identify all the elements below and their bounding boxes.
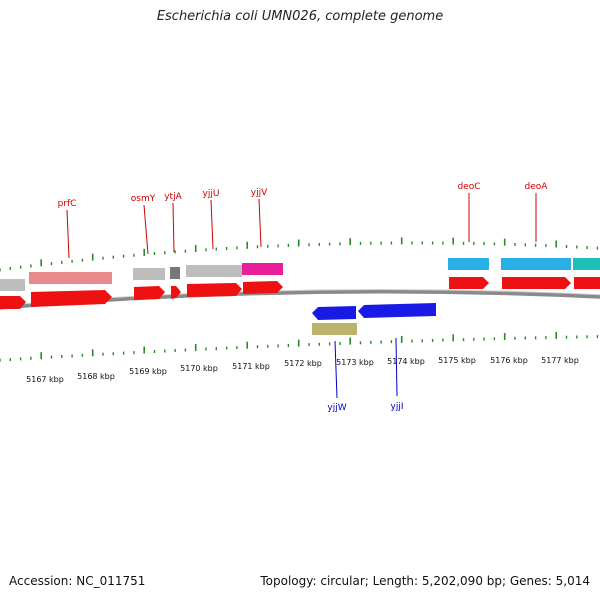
cds-arrow-yjjU[interactable] <box>187 283 242 297</box>
scale-label: 5170 kbp <box>180 364 218 373</box>
map-title: Escherichia coli UMN026, complete genome <box>156 9 444 24</box>
scale-label: 5174 kbp <box>387 357 425 366</box>
accession-label: Accession: NC_011751 <box>9 574 146 588</box>
genome-summary: Topology: circular; Length: 5,202,090 bp… <box>260 574 590 588</box>
gene-block-ytjA[interactable] <box>170 267 180 279</box>
cds-arrow-yjjI[interactable] <box>358 303 436 318</box>
gene-block-teal[interactable] <box>573 258 600 270</box>
gene-label-yjjV[interactable]: yjjV <box>251 188 268 198</box>
scale-label: 5177 kbp <box>541 356 579 365</box>
gene-block-deoA[interactable] <box>501 258 571 270</box>
gene-label-yjjI[interactable]: yjjI <box>391 402 404 412</box>
scale-labels: 5167 kbp 5168 kbp 5169 kbp 5170 kbp 5171… <box>26 356 579 384</box>
forward-gene-label-lines <box>66 193 537 259</box>
scale-label: 5169 kbp <box>129 367 167 376</box>
scale-label: 5168 kbp <box>77 372 115 381</box>
cds-arrow-osmY[interactable] <box>134 286 165 300</box>
gene-label-ytjA[interactable]: ytjA <box>164 192 182 202</box>
scale-label: 5175 kbp <box>438 356 476 365</box>
gene-label-deoC[interactable]: deoC <box>457 182 480 192</box>
gene-block-yjjU[interactable] <box>186 265 242 277</box>
gene-label-yjjW[interactable]: yjjW <box>327 403 346 413</box>
gene-block-osmY[interactable] <box>133 268 165 280</box>
cds-arrow[interactable] <box>574 277 600 289</box>
cds-arrow-prfC[interactable] <box>31 290 112 307</box>
scale-label: 5172 kbp <box>284 359 322 368</box>
cds-arrow-yjjW[interactable] <box>312 306 356 320</box>
forward-gene-labels: prfC osmY ytjA yjjU yjjV deoC deoA <box>58 182 549 209</box>
gene-label-osmY[interactable]: osmY <box>131 194 156 204</box>
lower-tick-row <box>0 331 599 362</box>
forward-gene-features <box>0 258 600 309</box>
cds-arrow[interactable] <box>0 296 26 309</box>
scale-label: 5167 kbp <box>26 375 64 384</box>
gene-block-prfC[interactable] <box>29 272 112 284</box>
gene-label-deoA[interactable]: deoA <box>525 182 549 192</box>
scale-label: 5176 kbp <box>490 356 528 365</box>
gene-label-yjjU[interactable]: yjjU <box>203 189 220 199</box>
gene-block-yjjW[interactable] <box>312 323 357 335</box>
cds-arrow-yjjV[interactable] <box>243 281 283 294</box>
scale-label: 5171 kbp <box>232 362 270 371</box>
scale-label: 5173 kbp <box>336 358 374 367</box>
cds-arrow-deoC[interactable] <box>449 277 489 289</box>
cds-arrow-ytjA[interactable] <box>171 286 181 299</box>
gene-label-prfC[interactable]: prfC <box>58 199 77 209</box>
gene-block-gray[interactable] <box>0 279 25 291</box>
reverse-gene-labels: yjjW yjjI <box>327 402 403 413</box>
cds-arrow-deoA[interactable] <box>502 277 571 289</box>
reverse-gene-label-lines <box>334 337 398 399</box>
gene-block-yjjV[interactable] <box>242 263 283 275</box>
upper-tick-row <box>0 237 599 272</box>
gene-block-deoC[interactable] <box>448 258 489 270</box>
reverse-gene-features <box>312 303 436 335</box>
